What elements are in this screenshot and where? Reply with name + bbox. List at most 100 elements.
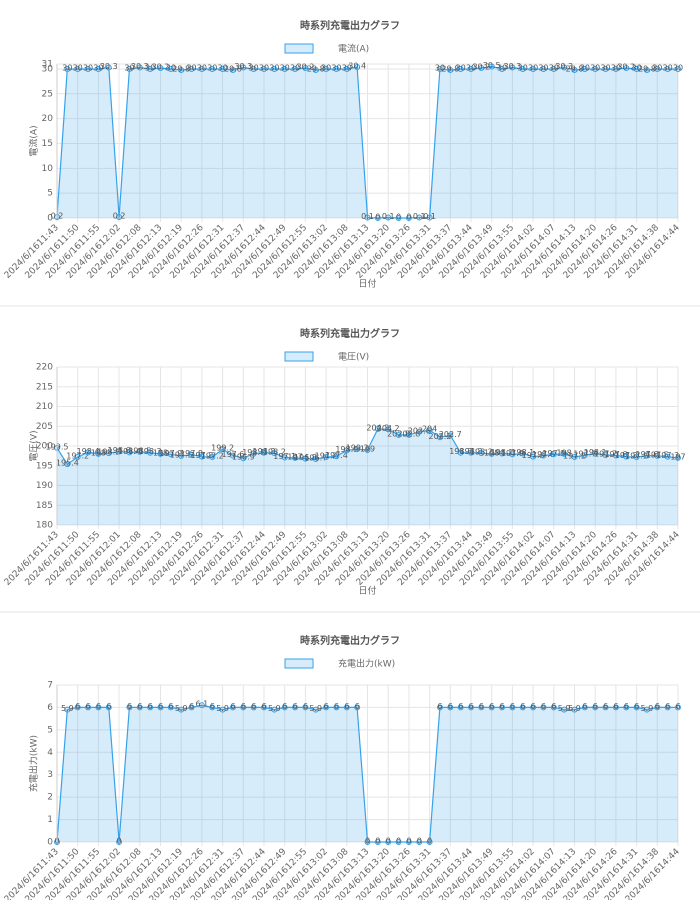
- data-label: 6: [458, 702, 463, 711]
- point: [209, 704, 216, 711]
- point: [457, 704, 464, 711]
- data-label: 30: [166, 63, 176, 72]
- point: [416, 214, 423, 221]
- point: [447, 432, 454, 439]
- point: [240, 64, 247, 71]
- y-axis-label: 電圧(V): [29, 430, 40, 461]
- point: [395, 431, 402, 438]
- point: [85, 704, 92, 711]
- data-label: 204: [422, 425, 437, 434]
- point: [519, 65, 526, 72]
- data-label: 203.6: [408, 426, 431, 435]
- data-label: 5.9: [216, 704, 229, 713]
- point: [561, 450, 568, 457]
- y-tick-label: 20: [42, 114, 54, 124]
- y-tick-label: 4: [47, 748, 53, 758]
- data-label: 0: [386, 837, 391, 846]
- point: [167, 451, 174, 458]
- point: [261, 704, 267, 711]
- data-label: 30.3: [131, 62, 149, 71]
- data-label: 198: [484, 448, 499, 457]
- data-label: 197.4: [325, 451, 348, 460]
- point: [188, 451, 195, 458]
- data-label: 6: [510, 702, 515, 711]
- point: [229, 452, 236, 459]
- y-tick-label: 0: [47, 214, 53, 224]
- data-label: 30: [466, 63, 476, 72]
- data-label: 6: [168, 702, 173, 711]
- data-label: 198.3: [460, 447, 483, 456]
- data-label: 30: [197, 63, 207, 72]
- point: [229, 704, 236, 711]
- point: [581, 452, 588, 459]
- data-label: 197.7: [594, 450, 617, 459]
- data-label: 6: [582, 702, 587, 711]
- data-label: 30: [269, 63, 279, 72]
- point: [519, 450, 526, 457]
- point: [374, 839, 381, 845]
- point: [426, 214, 433, 221]
- point: [333, 453, 340, 460]
- data-label: 6: [541, 702, 546, 711]
- point: [333, 704, 340, 711]
- data-label: 5.9: [268, 704, 281, 713]
- data-label: 6: [531, 702, 536, 711]
- y-tick-label: 15: [42, 139, 53, 149]
- point: [623, 704, 630, 711]
- data-label: 0: [365, 837, 370, 846]
- data-label: 197.3: [522, 451, 545, 460]
- point: [74, 704, 81, 711]
- data-label: 199.2: [211, 444, 234, 453]
- point: [312, 456, 319, 463]
- point: [167, 65, 174, 72]
- data-label: 30: [673, 63, 683, 72]
- point: [136, 704, 143, 711]
- point: [571, 706, 578, 713]
- point: [623, 64, 630, 71]
- data-label: 0: [417, 837, 422, 846]
- data-label: 6: [624, 702, 629, 711]
- point: [157, 64, 164, 71]
- point: [633, 704, 640, 711]
- point: [219, 65, 226, 72]
- data-label: 30: [600, 63, 610, 72]
- point: [664, 65, 671, 72]
- y-tick-label: 180: [36, 521, 53, 531]
- point: [302, 455, 309, 462]
- data-label: 30: [652, 63, 662, 72]
- data-label: 197.9: [501, 449, 524, 458]
- data-label: 6: [303, 702, 308, 711]
- y-tick-label: 7: [47, 681, 53, 691]
- data-label: 197.3: [656, 451, 679, 460]
- point: [209, 65, 216, 72]
- point: [312, 706, 319, 713]
- data-label: 6: [665, 702, 670, 711]
- point: [343, 704, 350, 711]
- data-label: 6: [324, 702, 329, 711]
- point: [136, 448, 143, 455]
- point: [292, 454, 299, 461]
- y-tick-label: 1: [47, 815, 53, 825]
- point: [550, 451, 557, 458]
- point: [105, 450, 112, 457]
- point: [188, 704, 195, 711]
- point: [592, 65, 599, 72]
- point: [612, 452, 619, 459]
- point: [530, 65, 537, 72]
- point: [540, 65, 547, 72]
- data-label: 6: [86, 702, 91, 711]
- data-label: 29.8: [172, 64, 190, 73]
- point: [209, 454, 216, 461]
- point: [561, 64, 568, 71]
- data-label: 0: [406, 213, 411, 222]
- point: [147, 449, 154, 456]
- data-label: 6: [448, 702, 453, 711]
- point: [95, 65, 102, 72]
- point: [675, 704, 681, 711]
- point: [416, 839, 423, 845]
- data-label: 197: [287, 452, 302, 461]
- x-axis-label: 日付: [358, 586, 376, 597]
- point: [240, 704, 247, 711]
- data-label: 29.8: [638, 64, 656, 73]
- data-label: 6: [334, 702, 339, 711]
